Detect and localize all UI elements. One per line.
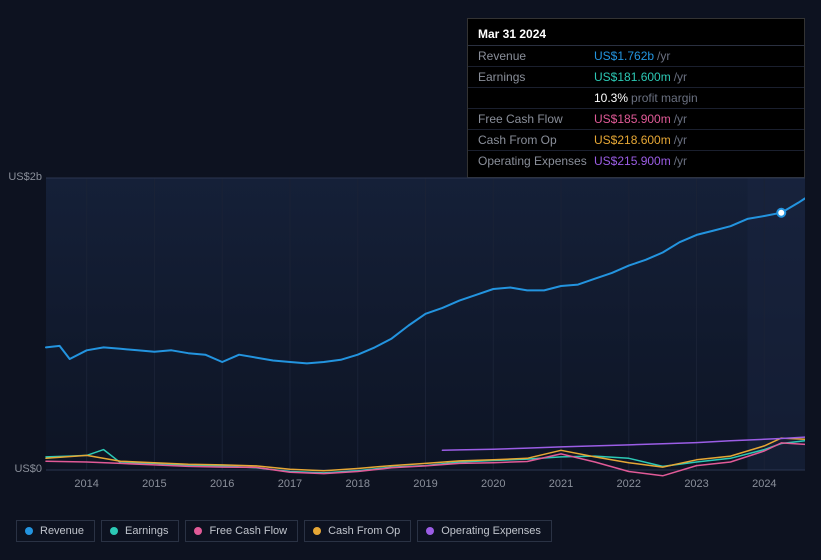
tooltip-row: RevenueUS$1.762b/yr — [468, 46, 804, 67]
legend-item-earnings[interactable]: Earnings — [101, 520, 179, 542]
legend-label: Cash From Op — [328, 525, 400, 537]
legend-item-free-cash-flow[interactable]: Free Cash Flow — [185, 520, 298, 542]
tooltip-row-value: US$1.762b — [594, 48, 654, 64]
x-axis-label: 2016 — [202, 478, 242, 490]
x-axis-label: 2024 — [744, 478, 784, 490]
tooltip-row-value: 10.3% — [594, 90, 628, 106]
x-axis-label: 2017 — [270, 478, 310, 490]
y-axis-label: US$0 — [2, 463, 42, 475]
legend-label: Operating Expenses — [441, 525, 541, 537]
legend-swatch — [110, 527, 118, 535]
tooltip-row-label — [478, 90, 594, 106]
y-axis-label: US$2b — [2, 171, 42, 183]
x-axis-label: 2015 — [134, 478, 174, 490]
x-axis-label: 2020 — [473, 478, 513, 490]
x-axis-label: 2023 — [677, 478, 717, 490]
x-axis-label: 2019 — [406, 478, 446, 490]
chart-tooltip: Mar 31 2024 RevenueUS$1.762b/yrEarningsU… — [467, 18, 805, 178]
legend-item-operating-expenses[interactable]: Operating Expenses — [417, 520, 552, 542]
tooltip-row-value: US$185.900m — [594, 111, 671, 127]
x-axis-label: 2022 — [609, 478, 649, 490]
tooltip-date: Mar 31 2024 — [468, 25, 804, 46]
legend-item-cash-from-op[interactable]: Cash From Op — [304, 520, 411, 542]
tooltip-row-value: US$218.600m — [594, 132, 671, 148]
tooltip-row-suffix: /yr — [674, 132, 687, 148]
chart-legend: Revenue Earnings Free Cash Flow Cash From O… — [16, 520, 552, 542]
legend-swatch — [194, 527, 202, 535]
revenue-chart[interactable]: US$0US$2b 201420152016201720182019202020… — [16, 158, 805, 498]
x-axis-label: 2018 — [338, 478, 378, 490]
legend-label: Earnings — [125, 525, 168, 537]
tooltip-row: Cash From OpUS$218.600m/yr — [468, 130, 804, 151]
x-axis-label: 2014 — [67, 478, 107, 490]
legend-swatch — [313, 527, 321, 535]
tooltip-row: EarningsUS$181.600m/yr — [468, 67, 804, 88]
legend-label: Revenue — [40, 525, 84, 537]
tooltip-row: 10.3%profit margin — [468, 88, 804, 109]
chart-canvas — [16, 158, 805, 498]
tooltip-row-suffix: /yr — [674, 111, 687, 127]
tooltip-row-label: Revenue — [478, 48, 594, 64]
legend-swatch — [25, 527, 33, 535]
tooltip-row-suffix: /yr — [657, 48, 670, 64]
legend-swatch — [426, 527, 434, 535]
tooltip-row-label: Earnings — [478, 69, 594, 85]
x-axis-label: 2021 — [541, 478, 581, 490]
tooltip-row-value: US$181.600m — [594, 69, 671, 85]
tooltip-row-label: Cash From Op — [478, 132, 594, 148]
tooltip-row: Free Cash FlowUS$185.900m/yr — [468, 109, 804, 130]
legend-label: Free Cash Flow — [209, 525, 287, 537]
tooltip-row-suffix: /yr — [674, 69, 687, 85]
tooltip-row-label: Free Cash Flow — [478, 111, 594, 127]
tooltip-row-suffix: profit margin — [631, 90, 698, 106]
legend-item-revenue[interactable]: Revenue — [16, 520, 95, 542]
